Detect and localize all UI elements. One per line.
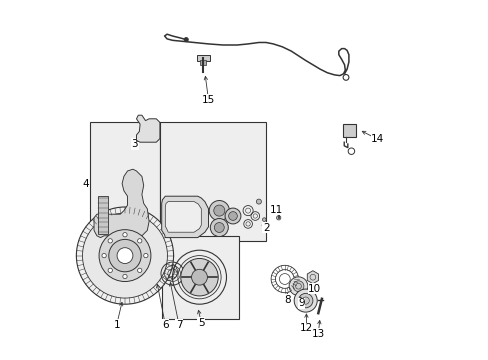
- Polygon shape: [306, 271, 318, 284]
- Text: 13: 13: [311, 329, 324, 339]
- Text: 4: 4: [82, 179, 88, 189]
- Circle shape: [76, 207, 173, 304]
- Circle shape: [108, 239, 112, 243]
- Bar: [196, 55, 209, 61]
- Circle shape: [99, 230, 151, 282]
- Text: 1: 1: [113, 320, 120, 330]
- Text: 11: 11: [270, 204, 283, 215]
- Circle shape: [137, 239, 142, 243]
- Bar: [342, 124, 356, 137]
- Text: 15: 15: [202, 95, 215, 105]
- Circle shape: [292, 281, 303, 292]
- Text: 14: 14: [370, 134, 384, 144]
- Bar: [160, 122, 265, 241]
- Text: 8: 8: [284, 294, 290, 305]
- Circle shape: [262, 218, 265, 221]
- Circle shape: [137, 268, 142, 273]
- Circle shape: [209, 201, 229, 221]
- Circle shape: [143, 253, 148, 258]
- Circle shape: [117, 248, 133, 264]
- Text: 7: 7: [175, 320, 182, 330]
- Text: 10: 10: [307, 284, 321, 294]
- Polygon shape: [136, 115, 160, 142]
- Text: 5: 5: [198, 318, 204, 328]
- Circle shape: [191, 269, 207, 285]
- Circle shape: [298, 293, 312, 308]
- Text: 9: 9: [298, 298, 304, 308]
- Bar: [162, 236, 239, 319]
- Circle shape: [224, 208, 241, 224]
- Circle shape: [108, 268, 112, 273]
- Text: 2: 2: [262, 222, 269, 233]
- Circle shape: [288, 277, 307, 296]
- Circle shape: [256, 199, 261, 204]
- Circle shape: [108, 239, 141, 272]
- Bar: [200, 60, 205, 65]
- Circle shape: [210, 219, 228, 237]
- Circle shape: [102, 253, 106, 258]
- Circle shape: [213, 205, 224, 216]
- Polygon shape: [165, 202, 201, 232]
- Text: 6: 6: [162, 320, 168, 330]
- Text: 12: 12: [299, 323, 312, 333]
- Circle shape: [294, 289, 317, 312]
- Polygon shape: [94, 169, 149, 238]
- Text: 3: 3: [131, 139, 138, 149]
- Polygon shape: [162, 196, 208, 238]
- Circle shape: [214, 222, 224, 233]
- Circle shape: [181, 258, 218, 296]
- Circle shape: [122, 274, 127, 279]
- Circle shape: [122, 233, 127, 237]
- Circle shape: [228, 212, 237, 220]
- Circle shape: [276, 216, 280, 220]
- Bar: [89, 122, 160, 241]
- Circle shape: [183, 37, 188, 42]
- Circle shape: [82, 213, 167, 298]
- Bar: [98, 196, 108, 234]
